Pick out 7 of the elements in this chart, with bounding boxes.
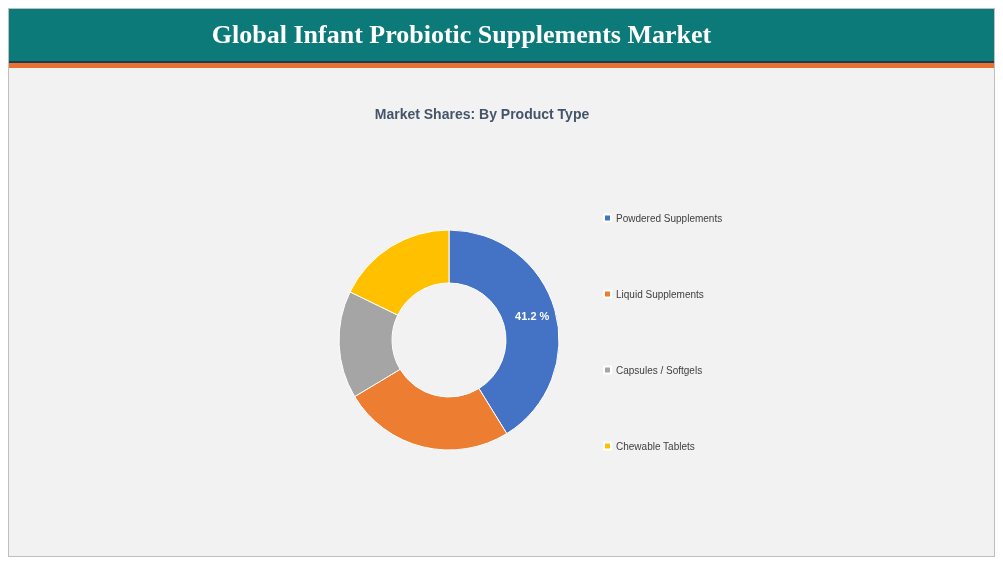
legend-label: Liquid Supplements [616, 288, 704, 300]
data-label: 41.2 % [515, 310, 550, 323]
legend-label: Capsules / Softgels [616, 364, 703, 376]
chart-subtitle: Market Shares: By Product Type [374, 106, 590, 122]
chart-title: Global Infant Probiotic Supplements Market [211, 20, 712, 50]
legend-label: Powdered Supplements [616, 212, 723, 224]
legend-label: Chewable Tablets [616, 440, 695, 452]
